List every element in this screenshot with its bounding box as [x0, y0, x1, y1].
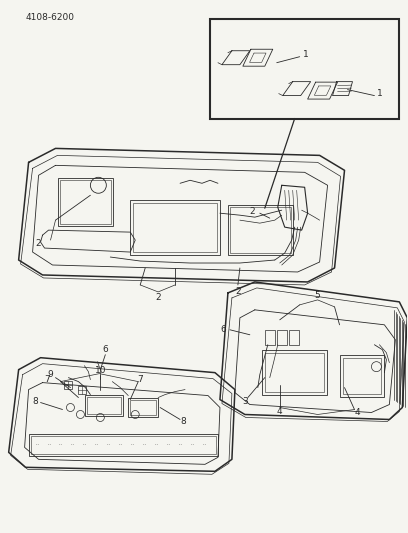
Bar	[29, 434, 218, 456]
Bar	[210, 19, 399, 118]
Text: 7: 7	[44, 375, 51, 384]
Bar	[262, 350, 326, 394]
Text: 5: 5	[315, 292, 321, 301]
Bar	[230, 207, 291, 253]
Bar	[265, 353, 324, 392]
Text: 9: 9	[48, 370, 53, 379]
Bar	[58, 179, 113, 226]
Bar	[130, 200, 220, 255]
Bar	[78, 385, 86, 393]
Text: 2: 2	[36, 239, 41, 248]
Bar	[277, 330, 287, 345]
Bar	[130, 400, 156, 416]
Text: 1: 1	[377, 89, 383, 98]
Text: 6: 6	[102, 345, 108, 354]
Bar	[265, 330, 275, 345]
Bar	[31, 437, 216, 454]
Bar	[133, 203, 217, 252]
Bar	[85, 394, 123, 416]
Text: 2: 2	[235, 287, 241, 296]
Text: 2: 2	[155, 293, 161, 302]
Bar	[87, 397, 121, 415]
Bar	[343, 358, 381, 393]
Text: 8: 8	[180, 417, 186, 426]
Text: 4: 4	[355, 408, 360, 417]
Bar	[289, 330, 299, 345]
Bar	[128, 398, 158, 417]
Text: 1: 1	[303, 50, 308, 59]
Text: 7: 7	[137, 375, 143, 384]
Bar	[339, 354, 384, 397]
Text: 8: 8	[33, 397, 38, 406]
Text: 4: 4	[277, 407, 283, 416]
Text: 10: 10	[95, 366, 106, 375]
Bar	[228, 205, 293, 255]
Text: 4108-6200: 4108-6200	[26, 13, 75, 22]
Text: 2: 2	[249, 207, 255, 216]
Text: 6: 6	[220, 325, 226, 334]
Bar	[60, 180, 111, 224]
Bar	[64, 381, 73, 389]
Text: 3: 3	[242, 397, 248, 406]
